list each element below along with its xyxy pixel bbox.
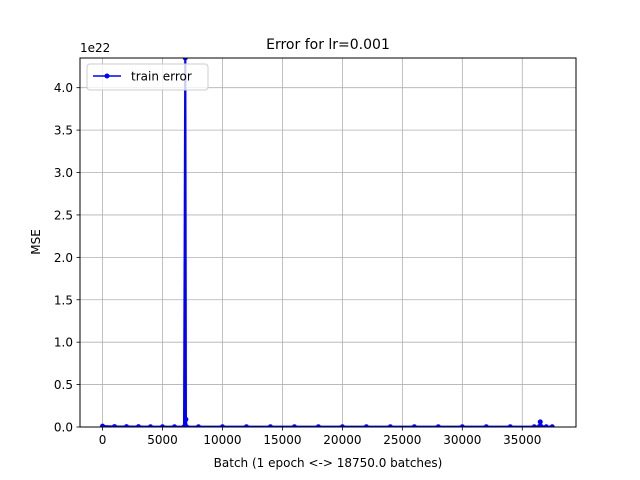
plot-area xyxy=(80,58,576,427)
y-tick-label: 1.5 xyxy=(54,293,73,307)
data-point xyxy=(387,424,393,427)
legend-label-train-error: train error xyxy=(131,70,192,84)
x-tick-label: 20000 xyxy=(323,433,361,447)
data-point xyxy=(435,424,441,427)
data-point xyxy=(459,424,465,427)
data-point xyxy=(219,424,225,427)
data-point xyxy=(183,424,189,427)
x-tick-label: 0 xyxy=(99,433,107,447)
axes-frame xyxy=(79,57,577,428)
y-tick-label: 0.5 xyxy=(54,378,73,392)
legend-marker xyxy=(104,73,110,79)
y-axis: 0.0 0.5 1.0 1.5 2.0 2.5 3.0 3.5 4.0 xyxy=(54,81,80,435)
data-point xyxy=(537,419,543,425)
y-tick-label: 1.0 xyxy=(54,336,73,350)
x-tick-label: 15000 xyxy=(263,433,301,447)
data-point xyxy=(291,424,297,427)
x-tick-label: 35000 xyxy=(503,433,541,447)
data-point xyxy=(543,424,549,427)
y-axis-label: MSE xyxy=(29,229,43,255)
x-tick-label: 10000 xyxy=(203,433,241,447)
data-point xyxy=(160,424,166,427)
data-point xyxy=(339,424,345,427)
y-tick-label: 2.5 xyxy=(54,208,73,222)
data-point xyxy=(136,424,142,427)
y-tick-label: 3.0 xyxy=(54,166,73,180)
y-offset-label: 1e22 xyxy=(80,41,110,55)
data-point xyxy=(507,424,513,427)
data-point xyxy=(124,424,130,427)
x-tick-label: 25000 xyxy=(383,433,421,447)
data-point xyxy=(267,424,273,427)
data-point xyxy=(549,424,555,427)
data-point xyxy=(183,416,189,422)
data-point xyxy=(363,424,369,427)
data-point xyxy=(411,424,417,427)
data-point xyxy=(100,423,106,427)
legend: train error xyxy=(86,63,209,91)
legend-box xyxy=(86,63,209,91)
data-point xyxy=(483,424,489,427)
x-tick-label: 30000 xyxy=(443,433,481,447)
y-tick-label: 3.5 xyxy=(54,124,73,138)
y-tick-label: 2.0 xyxy=(54,251,73,265)
x-tick-label: 5000 xyxy=(147,433,178,447)
y-tick-label: 4.0 xyxy=(54,81,73,95)
data-point xyxy=(195,424,201,427)
data-point xyxy=(243,424,249,427)
chart-title: Error for lr=0.001 xyxy=(266,37,390,53)
x-axis: 0 5000 10000 15000 20000 25000 30000 35000 xyxy=(99,427,541,447)
data-point xyxy=(112,424,118,427)
y-tick-label: 0.0 xyxy=(54,421,73,435)
data-point xyxy=(531,424,537,427)
data-point xyxy=(182,58,188,61)
data-point xyxy=(315,424,321,427)
x-axis-label: Batch (1 epoch <-> 18750.0 batches) xyxy=(214,456,443,470)
data-point xyxy=(538,424,544,427)
data-point xyxy=(171,424,177,427)
data-point xyxy=(148,424,154,427)
